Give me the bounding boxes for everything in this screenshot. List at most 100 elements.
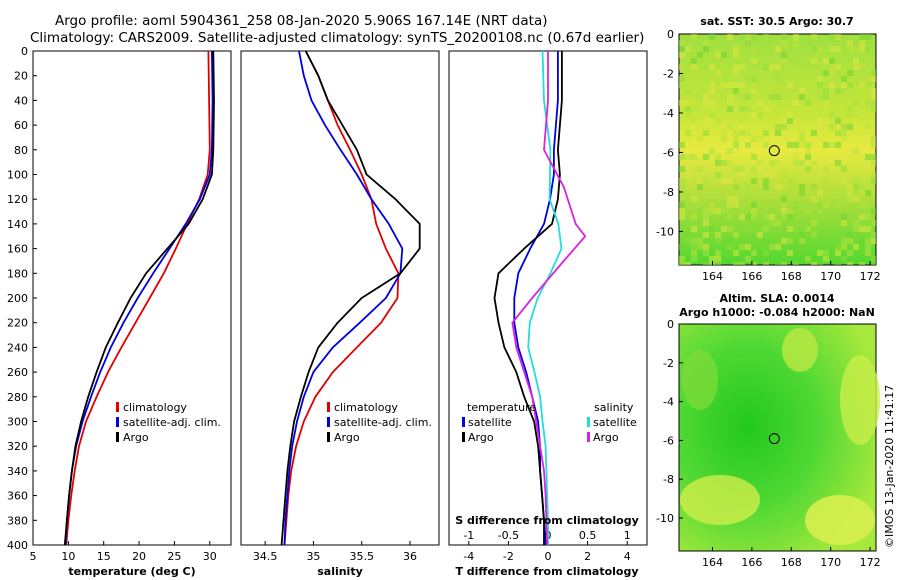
sla-map-panel: Altim. SLA: 0.0014 Argo h1000: -0.084 h2… — [656, 292, 881, 569]
sst-pixel — [691, 256, 697, 262]
sst-pixel — [769, 220, 775, 226]
map-x-tick-label: 166 — [741, 270, 762, 283]
legend-label-climatology: climatology — [123, 401, 187, 414]
sst-pixel — [817, 124, 823, 130]
sst-pixel — [721, 52, 727, 58]
sst-pixel — [865, 136, 871, 142]
sst-pixel — [859, 40, 865, 46]
sst-pixel — [787, 190, 793, 196]
sst-pixel — [715, 82, 721, 88]
sst-pixel — [847, 40, 853, 46]
sst-pixel — [835, 142, 841, 148]
sst-pixel — [685, 106, 691, 112]
sst-pixel — [685, 100, 691, 106]
sst-pixel — [679, 64, 685, 70]
sst-pixel — [835, 100, 841, 106]
depth-tick-label: 180 — [7, 267, 28, 280]
sst-pixel — [817, 190, 823, 196]
series-t-argo — [493, 51, 563, 545]
x-tick-label: 30 — [203, 550, 217, 563]
sst-pixel — [709, 100, 715, 106]
sst-pixel — [685, 130, 691, 136]
sst-pixel — [703, 244, 709, 250]
sst-pixel — [709, 226, 715, 232]
sst-pixel — [817, 118, 823, 124]
sst-pixel — [847, 184, 853, 190]
sst-pixel — [703, 118, 709, 124]
legend-swatch-argo — [327, 432, 330, 442]
sst-pixel — [781, 40, 787, 46]
sst-pixel — [727, 214, 733, 220]
sst-pixel — [721, 214, 727, 220]
sla-map-title: Altim. SLA: 0.0014 — [719, 292, 834, 305]
sst-pixel — [859, 88, 865, 94]
sst-pixel — [859, 64, 865, 70]
difference-panel: -4 -2 0 2 4 -1 -0.5 0 0.5 1 S difference from cl… — [448, 50, 648, 578]
sst-pixel — [763, 34, 769, 40]
sst-pixel — [853, 226, 859, 232]
sst-pixel — [835, 202, 841, 208]
sst-pixel — [781, 172, 787, 178]
depth-tick-label: 240 — [7, 341, 28, 354]
sst-pixel — [781, 184, 787, 190]
sst-pixel — [865, 250, 871, 256]
sst-pixel — [745, 130, 751, 136]
sst-pixel — [811, 160, 817, 166]
sst-pixel — [871, 154, 876, 160]
x-tick-label: 35.5 — [349, 550, 374, 563]
sst-pixel — [679, 100, 685, 106]
sst-pixel — [691, 214, 697, 220]
salinity-legend: climatology satellite-adj. clim. Argo — [327, 401, 432, 444]
sst-pixel — [841, 244, 847, 250]
legend-label-argo: Argo — [123, 431, 149, 444]
sst-pixel — [691, 118, 697, 124]
sst-pixel — [739, 244, 745, 250]
sst-pixel — [763, 160, 769, 166]
sst-pixel — [679, 40, 685, 46]
sst-pixel — [715, 250, 721, 256]
sst-pixel — [691, 106, 697, 112]
sst-pixel — [691, 244, 697, 250]
sst-pixel — [871, 94, 876, 100]
series-climatology — [65, 50, 211, 546]
sst-pixel — [805, 148, 811, 154]
sst-pixel — [691, 64, 697, 70]
sst-pixel — [799, 238, 805, 244]
sst-pixel — [715, 172, 721, 178]
difference-legend: temperature satellite Argo salinity sate… — [462, 401, 637, 444]
sst-pixel — [817, 208, 823, 214]
legend-swatch-satellite — [327, 417, 330, 427]
sst-pixel — [835, 64, 841, 70]
sst-pixel — [799, 184, 805, 190]
sst-pixel — [829, 76, 835, 82]
sst-pixel — [685, 46, 691, 52]
sst-pixel — [835, 160, 841, 166]
sst-pixel — [829, 46, 835, 52]
salinity-x-axis: 34.5 35 35.5 36 — [253, 541, 417, 563]
sst-pixel — [727, 226, 733, 232]
sst-pixel — [685, 172, 691, 178]
sst-pixel — [733, 136, 739, 142]
sst-pixel — [679, 184, 685, 190]
temperature-series — [63, 50, 215, 546]
sst-pixel — [805, 256, 811, 262]
legend-label-satellite: satellite-adj. clim. — [123, 416, 221, 429]
sst-pixel — [679, 82, 685, 88]
sst-pixel — [781, 208, 787, 214]
depth-tick-label: 380 — [7, 514, 28, 527]
sst-pixel — [829, 58, 835, 64]
legend-title-salinity: salinity — [594, 401, 634, 414]
sst-pixel — [799, 232, 805, 238]
sst-pixel — [793, 100, 799, 106]
sst-pixel — [751, 76, 757, 82]
sst-pixel — [703, 100, 709, 106]
sst-pixel — [709, 118, 715, 124]
sst-pixel — [745, 244, 751, 250]
x-tick-label: 0 — [545, 550, 552, 563]
sst-pixel — [697, 112, 703, 118]
sst-pixel — [835, 88, 841, 94]
sst-pixel — [865, 100, 871, 106]
sst-map-title: sat. SST: 30.5 Argo: 30.7 — [700, 15, 853, 28]
sst-pixel — [763, 130, 769, 136]
